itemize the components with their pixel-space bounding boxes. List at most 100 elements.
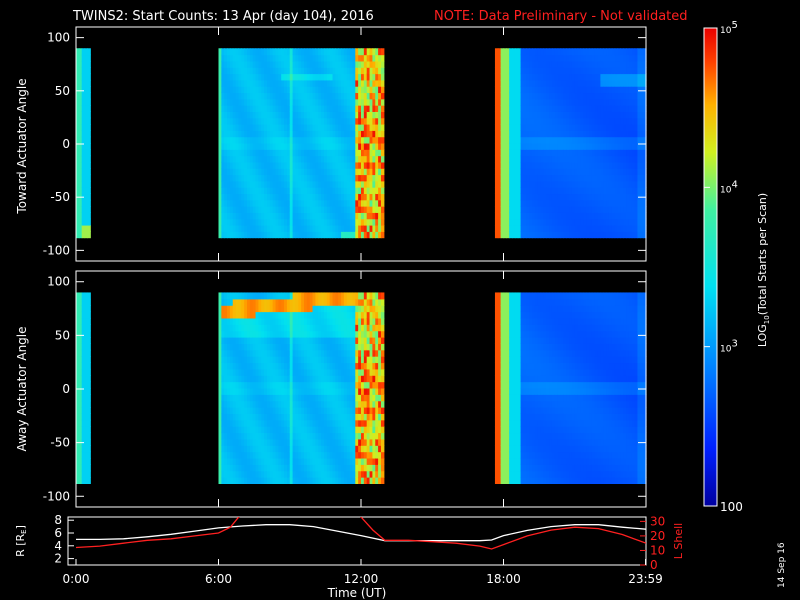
heatmap-cell xyxy=(281,438,285,446)
heatmap-cell xyxy=(312,432,316,440)
heatmap-cell xyxy=(532,136,536,144)
heatmap-cell xyxy=(247,124,251,131)
heatmap-cell xyxy=(366,111,371,119)
heatmap-cell xyxy=(580,161,584,169)
heatmap-cell xyxy=(517,212,522,220)
heatmap-cell xyxy=(235,457,240,465)
heatmap-cell xyxy=(574,212,579,220)
heatmap-cell xyxy=(238,337,242,344)
heatmap-cell xyxy=(332,168,336,176)
heatmap-cell xyxy=(341,292,345,300)
heatmap-cell xyxy=(520,130,525,138)
heatmap-cell xyxy=(366,60,371,68)
heatmap-cell xyxy=(312,54,316,62)
heatmap-cell xyxy=(543,218,547,226)
heatmap-cell xyxy=(232,199,237,207)
heatmap-cell xyxy=(614,117,619,125)
heatmap-cell xyxy=(252,292,257,300)
heatmap-cell xyxy=(261,400,265,408)
heatmap-cell xyxy=(292,298,297,306)
heatmap-cell xyxy=(315,337,319,344)
heatmap-cell xyxy=(235,419,240,427)
heatmap-cell xyxy=(637,111,641,119)
heatmap-cell xyxy=(626,187,630,195)
heatmap-cell xyxy=(346,193,351,201)
heatmap-cell xyxy=(620,105,624,112)
heatmap-cell xyxy=(275,305,279,313)
heatmap-cell xyxy=(281,105,285,112)
heatmap-cell xyxy=(326,218,331,226)
heatmap-cell xyxy=(577,174,582,182)
heatmap-cell xyxy=(338,368,342,376)
heatmap-cell xyxy=(235,413,240,421)
heatmap-cell xyxy=(623,67,627,75)
heatmap-cell xyxy=(603,149,607,157)
heatmap-cell xyxy=(261,155,265,163)
heatmap-cell xyxy=(78,324,83,332)
heatmap-cell xyxy=(252,387,257,395)
heatmap-cell xyxy=(343,193,348,201)
heatmap-cell xyxy=(321,180,325,188)
heatmap-cell xyxy=(543,86,547,94)
heatmap-cell xyxy=(295,311,299,319)
heatmap-cell xyxy=(318,349,322,357)
heatmap-cell xyxy=(78,305,83,313)
heatmap-cell xyxy=(540,54,544,62)
heatmap-cell xyxy=(87,155,91,163)
heatmap-cell xyxy=(298,48,302,56)
heatmap-cell xyxy=(229,413,234,421)
heatmap-cell xyxy=(258,432,262,440)
heatmap-cell xyxy=(540,48,544,56)
heatmap-cell xyxy=(608,174,613,182)
heatmap-cell xyxy=(614,206,619,213)
heatmap-cell xyxy=(87,438,91,446)
heatmap-cell xyxy=(301,174,305,182)
heatmap-cell xyxy=(603,199,607,207)
heatmap-cell xyxy=(597,161,601,169)
heatmap-cell xyxy=(341,54,345,62)
heatmap-cell xyxy=(341,67,345,75)
heatmap-cell xyxy=(363,199,368,207)
heatmap-cell xyxy=(229,470,234,478)
heatmap-cell xyxy=(275,470,279,478)
heatmap-cell xyxy=(244,161,248,169)
heatmap-cell xyxy=(304,337,308,344)
heatmap-cell xyxy=(378,111,382,119)
heatmap-cell xyxy=(532,124,536,131)
heatmap-cell xyxy=(338,432,342,440)
heatmap-cell xyxy=(272,168,277,176)
heatmap-cell xyxy=(634,231,639,239)
heatmap-cell xyxy=(380,187,385,195)
heatmap-cell xyxy=(352,174,356,182)
heatmap-cell xyxy=(580,206,584,213)
heatmap-cell xyxy=(258,426,262,434)
heatmap-cell xyxy=(315,381,319,389)
heatmap-cell xyxy=(278,149,282,157)
heatmap-cell xyxy=(597,60,601,68)
heatmap-cell xyxy=(247,438,251,446)
heatmap-cell xyxy=(620,231,624,239)
heatmap-cell xyxy=(335,60,339,68)
heatmap-cell xyxy=(606,224,610,232)
heatmap-cell xyxy=(315,457,319,465)
heatmap-cell xyxy=(551,117,556,125)
heatmap-cell xyxy=(323,136,328,144)
heatmap-cell xyxy=(255,400,259,408)
heatmap-cell xyxy=(224,149,228,157)
heatmap-cell xyxy=(349,79,354,87)
heatmap-cell xyxy=(232,155,237,163)
heatmap-cell xyxy=(298,394,302,402)
away-heatmap-cells xyxy=(76,292,647,484)
heatmap-cell xyxy=(284,381,288,389)
heatmap-cell xyxy=(309,224,314,232)
heatmap-cell xyxy=(247,387,251,395)
heatmap-cell xyxy=(517,180,522,188)
heatmap-cell xyxy=(606,149,610,157)
heatmap-cell xyxy=(546,54,550,62)
heatmap-cell xyxy=(623,224,627,232)
heatmap-cell xyxy=(272,142,277,150)
heatmap-cell xyxy=(301,343,305,351)
heatmap-cell xyxy=(563,117,567,125)
heatmap-cell xyxy=(563,168,567,176)
heatmap-cell xyxy=(355,155,359,163)
